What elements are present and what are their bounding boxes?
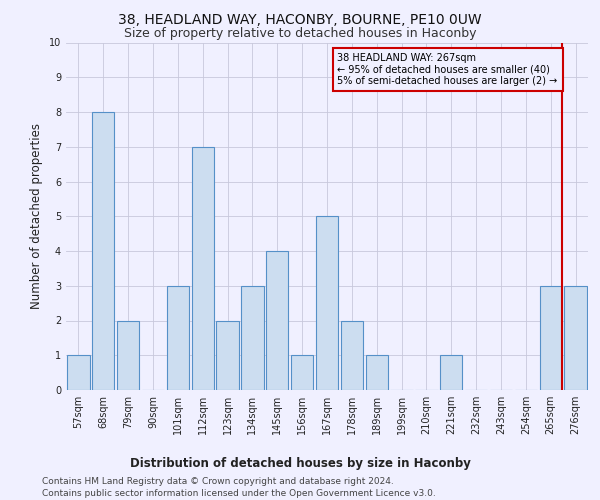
Y-axis label: Number of detached properties: Number of detached properties — [31, 123, 43, 309]
Bar — [440, 355, 463, 390]
Bar — [266, 251, 289, 390]
Bar — [365, 355, 388, 390]
Bar — [117, 320, 139, 390]
Bar — [565, 286, 587, 390]
Bar — [217, 320, 239, 390]
Bar — [291, 355, 313, 390]
Text: Contains public sector information licensed under the Open Government Licence v3: Contains public sector information licen… — [42, 489, 436, 498]
Bar — [92, 112, 115, 390]
Text: Contains HM Land Registry data © Crown copyright and database right 2024.: Contains HM Land Registry data © Crown c… — [42, 478, 394, 486]
Text: 38, HEADLAND WAY, HACONBY, BOURNE, PE10 0UW: 38, HEADLAND WAY, HACONBY, BOURNE, PE10 … — [118, 12, 482, 26]
Bar — [539, 286, 562, 390]
Text: Distribution of detached houses by size in Haconby: Distribution of detached houses by size … — [130, 458, 470, 470]
Bar — [316, 216, 338, 390]
Bar — [341, 320, 363, 390]
Text: Size of property relative to detached houses in Haconby: Size of property relative to detached ho… — [124, 28, 476, 40]
Bar — [241, 286, 263, 390]
Text: 38 HEADLAND WAY: 267sqm
← 95% of detached houses are smaller (40)
5% of semi-det: 38 HEADLAND WAY: 267sqm ← 95% of detache… — [337, 53, 557, 86]
Bar — [191, 147, 214, 390]
Bar — [67, 355, 89, 390]
Bar — [167, 286, 189, 390]
